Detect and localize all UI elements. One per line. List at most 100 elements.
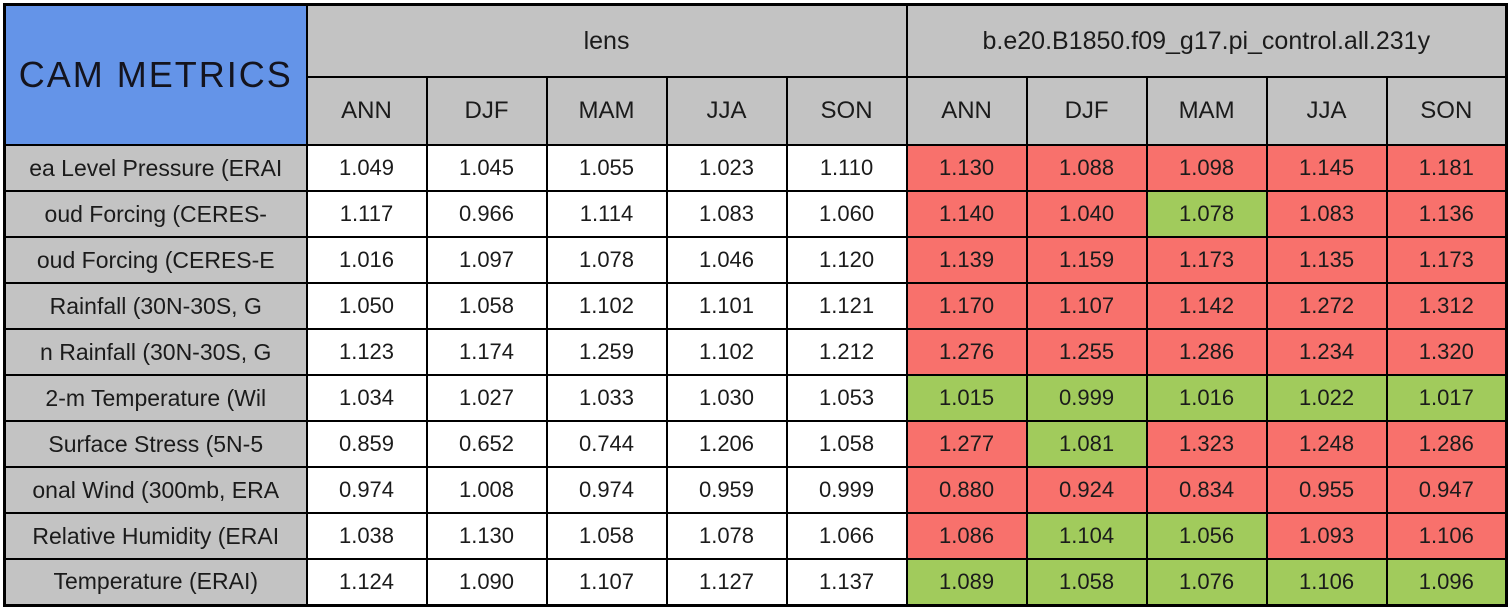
control-value-cell: 1.286: [1145, 328, 1268, 376]
control-value-cell: 1.083: [1265, 190, 1388, 238]
lens-value-cell: 1.058: [545, 512, 668, 560]
control-value-cell: 1.140: [905, 190, 1028, 238]
control-value-cell: 1.276: [905, 328, 1028, 376]
control-value-cell: 1.081: [1025, 420, 1148, 468]
lens-value-cell: 1.053: [785, 374, 908, 422]
metric-label: oud Forcing (CERES-: [3, 190, 308, 238]
control-value-cell: 0.947: [1385, 466, 1508, 514]
metric-label: Temperature (ERAI): [3, 558, 308, 606]
season-header-row: ANN DJF MAM JJA SON ANN DJF MAM JJA SON: [5, 76, 1508, 146]
lens-value-cell: 1.030: [665, 374, 788, 422]
season-header-control-jja: JJA: [1265, 76, 1388, 146]
lens-value-cell: 1.206: [665, 420, 788, 468]
lens-value-cell: 1.078: [665, 512, 788, 560]
control-value-cell: 1.272: [1265, 282, 1388, 330]
lens-value-cell: 1.137: [785, 558, 908, 606]
lens-value-cell: 1.050: [305, 282, 428, 330]
lens-value-cell: 1.034: [305, 374, 428, 422]
control-value-cell: 1.320: [1385, 328, 1508, 376]
control-value-cell: 1.136: [1385, 190, 1508, 238]
season-header-lens-mam: MAM: [545, 76, 668, 146]
season-header-lens-djf: DJF: [425, 76, 548, 146]
metric-row: ea Level Pressure (ERAI 1.049 1.045 1.055 1.…: [3, 144, 1508, 192]
metric-row: oud Forcing (CERES-E 1.016 1.097 1.078 1.046…: [3, 236, 1508, 284]
control-value-cell: 1.323: [1145, 420, 1268, 468]
control-value-cell: 1.093: [1265, 512, 1388, 560]
lens-value-cell: 1.078: [545, 236, 668, 284]
control-value-cell: 1.135: [1265, 236, 1388, 284]
metric-label: Relative Humidity (ERAI: [3, 512, 308, 560]
lens-value-cell: 0.652: [425, 420, 548, 468]
lens-value-cell: 1.049: [305, 144, 428, 192]
lens-value-cell: 0.959: [665, 466, 788, 514]
metric-label: Rainfall (30N-30S, G: [3, 282, 308, 330]
lens-value-cell: 0.974: [305, 466, 428, 514]
metric-row: 2-m Temperature (Wil 1.034 1.027 1.033 1.030…: [3, 374, 1508, 422]
control-value-cell: 1.170: [905, 282, 1028, 330]
control-value-cell: 1.015: [905, 374, 1028, 422]
lens-value-cell: 0.744: [545, 420, 668, 468]
lens-value-cell: 1.008: [425, 466, 548, 514]
lens-value-cell: 1.174: [425, 328, 548, 376]
control-value-cell: 1.096: [1385, 558, 1508, 606]
metric-label: ea Level Pressure (ERAI: [3, 144, 308, 192]
lens-value-cell: 1.124: [305, 558, 428, 606]
control-value-cell: 1.058: [1025, 558, 1148, 606]
control-value-cell: 1.130: [905, 144, 1028, 192]
season-header-lens-son: SON: [785, 76, 908, 146]
metric-row: onal Wind (300mb, ERA 0.974 1.008 0.974 0.95…: [3, 466, 1508, 514]
control-value-cell: 0.999: [1025, 374, 1148, 422]
metric-row: n Rainfall (30N-30S, G 1.123 1.174 1.259 1.1…: [3, 328, 1508, 376]
metric-label: n Rainfall (30N-30S, G: [3, 328, 308, 376]
table-body: ea Level Pressure (ERAI 1.049 1.045 1.055 1.…: [3, 144, 1508, 606]
season-header-control-djf: DJF: [1025, 76, 1148, 146]
control-value-cell: 1.142: [1145, 282, 1268, 330]
season-header-lens-ann: ANN: [305, 76, 428, 146]
control-value-cell: 1.106: [1265, 558, 1388, 606]
lens-value-cell: 1.127: [665, 558, 788, 606]
lens-value-cell: 0.859: [305, 420, 428, 468]
control-value-cell: 1.016: [1145, 374, 1268, 422]
lens-value-cell: 1.102: [545, 282, 668, 330]
group-header-row: CAM METRICS lens b.e20.B1850.f09_g17.pi_…: [3, 3, 1508, 146]
lens-value-cell: 1.117: [305, 190, 428, 238]
control-value-cell: 1.248: [1265, 420, 1388, 468]
control-value-cell: 1.104: [1025, 512, 1148, 560]
lens-value-cell: 0.966: [425, 190, 548, 238]
control-value-cell: 1.286: [1385, 420, 1508, 468]
control-value-cell: 1.076: [1145, 558, 1268, 606]
lens-value-cell: 1.055: [545, 144, 668, 192]
metric-label: Surface Stress (5N-5: [3, 420, 308, 468]
lens-value-cell: 1.114: [545, 190, 668, 238]
lens-value-cell: 1.101: [665, 282, 788, 330]
control-value-cell: 1.056: [1145, 512, 1268, 560]
lens-value-cell: 1.083: [665, 190, 788, 238]
control-value-cell: 1.277: [905, 420, 1028, 468]
control-value-cell: 1.098: [1145, 144, 1268, 192]
control-value-cell: 1.017: [1385, 374, 1508, 422]
lens-value-cell: 1.066: [785, 512, 908, 560]
control-value-cell: 1.173: [1385, 236, 1508, 284]
lens-value-cell: 1.212: [785, 328, 908, 376]
lens-value-cell: 1.027: [425, 374, 548, 422]
metric-row: Surface Stress (5N-5 0.859 0.652 0.744 1.206…: [3, 420, 1508, 468]
control-value-cell: 1.106: [1385, 512, 1508, 560]
metric-label: 2-m Temperature (Wil: [3, 374, 308, 422]
control-value-cell: 0.924: [1025, 466, 1148, 514]
column-group-control: b.e20.B1850.f09_g17.pi_control.all.231y: [905, 3, 1508, 78]
lens-value-cell: 1.038: [305, 512, 428, 560]
control-value-cell: 1.089: [905, 558, 1028, 606]
control-value-cell: 1.159: [1025, 236, 1148, 284]
season-header-control-son: SON: [1385, 76, 1508, 146]
metric-row: Temperature (ERAI) 1.124 1.090 1.107 1.127 1.…: [3, 558, 1508, 606]
control-value-cell: 0.834: [1145, 466, 1268, 514]
control-value-cell: 1.040: [1025, 190, 1148, 238]
control-value-cell: 1.234: [1265, 328, 1388, 376]
lens-value-cell: 1.058: [785, 420, 908, 468]
control-value-cell: 1.145: [1265, 144, 1388, 192]
lens-value-cell: 1.045: [425, 144, 548, 192]
lens-value-cell: 1.060: [785, 190, 908, 238]
metric-row: Relative Humidity (ERAI 1.038 1.130 1.058 1.…: [3, 512, 1508, 560]
lens-value-cell: 1.023: [665, 144, 788, 192]
